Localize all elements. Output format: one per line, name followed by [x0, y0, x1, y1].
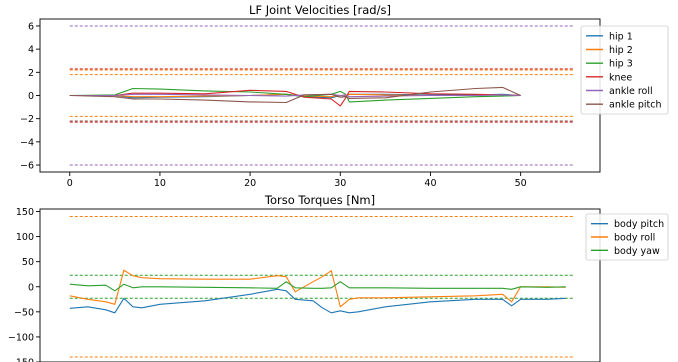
- y-tick-label: 100: [16, 232, 34, 243]
- legend-box: [585, 213, 669, 261]
- y-tick-label: 6: [28, 21, 34, 32]
- x-tick-label: 30: [334, 178, 346, 189]
- y-tick-label: −4: [20, 137, 34, 148]
- chart-title: LF Joint Velocities [rad/s]: [249, 3, 391, 17]
- y-tick-label: −50: [14, 307, 34, 318]
- y-tick-label: 4: [28, 45, 34, 56]
- x-tick-label: 10: [154, 178, 166, 189]
- legend-label: ankle pitch: [609, 100, 662, 111]
- x-tick-label: 40: [424, 178, 436, 189]
- y-tick-label: 0: [28, 91, 34, 102]
- legend: body pitch body roll body yaw: [585, 213, 669, 261]
- legend-box: [580, 25, 669, 115]
- legend: hip 1 hip 2 hip 3 knee ankle roll ankle pitch: [580, 25, 669, 115]
- legend-label: ankle roll: [609, 86, 653, 97]
- legend-label: knee: [609, 72, 632, 83]
- y-tick-label: −6: [20, 161, 34, 172]
- legend-label: hip 3: [609, 59, 633, 70]
- x-tick-label: 50: [515, 178, 527, 189]
- y-tick-label: 50: [22, 257, 34, 268]
- chart-title: Torso Torques [Nm]: [264, 193, 375, 207]
- y-tick-label: −100: [8, 332, 34, 343]
- series-line-body-yaw: [69, 281, 566, 292]
- x-tick-label: 0: [67, 178, 73, 189]
- series-line-knee: [69, 89, 521, 107]
- legend-label: hip 2: [609, 45, 633, 56]
- series-line-body-roll: [69, 269, 566, 308]
- series-line-body-pitch: [69, 288, 566, 314]
- chart-panel-1: LF Joint Velocities [rad/s]0 10 20 30 40 50−6…: [20, 3, 669, 189]
- legend-label: hip 1: [609, 31, 633, 42]
- series-line-ankle-pitch: [69, 86, 521, 104]
- series-line-hip-1: [69, 93, 521, 99]
- y-tick-label: 2: [28, 68, 34, 79]
- y-tick-label: −150: [8, 358, 34, 362]
- y-tick-label: 150: [16, 207, 34, 218]
- legend-label: body roll: [614, 233, 655, 244]
- axes-frame: [39, 208, 601, 362]
- x-tick-label: 20: [244, 178, 256, 189]
- y-tick-label: 0: [28, 282, 34, 293]
- legend-label: body yaw: [614, 246, 660, 257]
- chart-panel-2: Torso Torques [Nm] −150 −100 −50 0 50 100 150 bo…: [8, 193, 669, 362]
- legend-label: body pitch: [614, 219, 664, 230]
- y-tick-label: −2: [20, 114, 34, 125]
